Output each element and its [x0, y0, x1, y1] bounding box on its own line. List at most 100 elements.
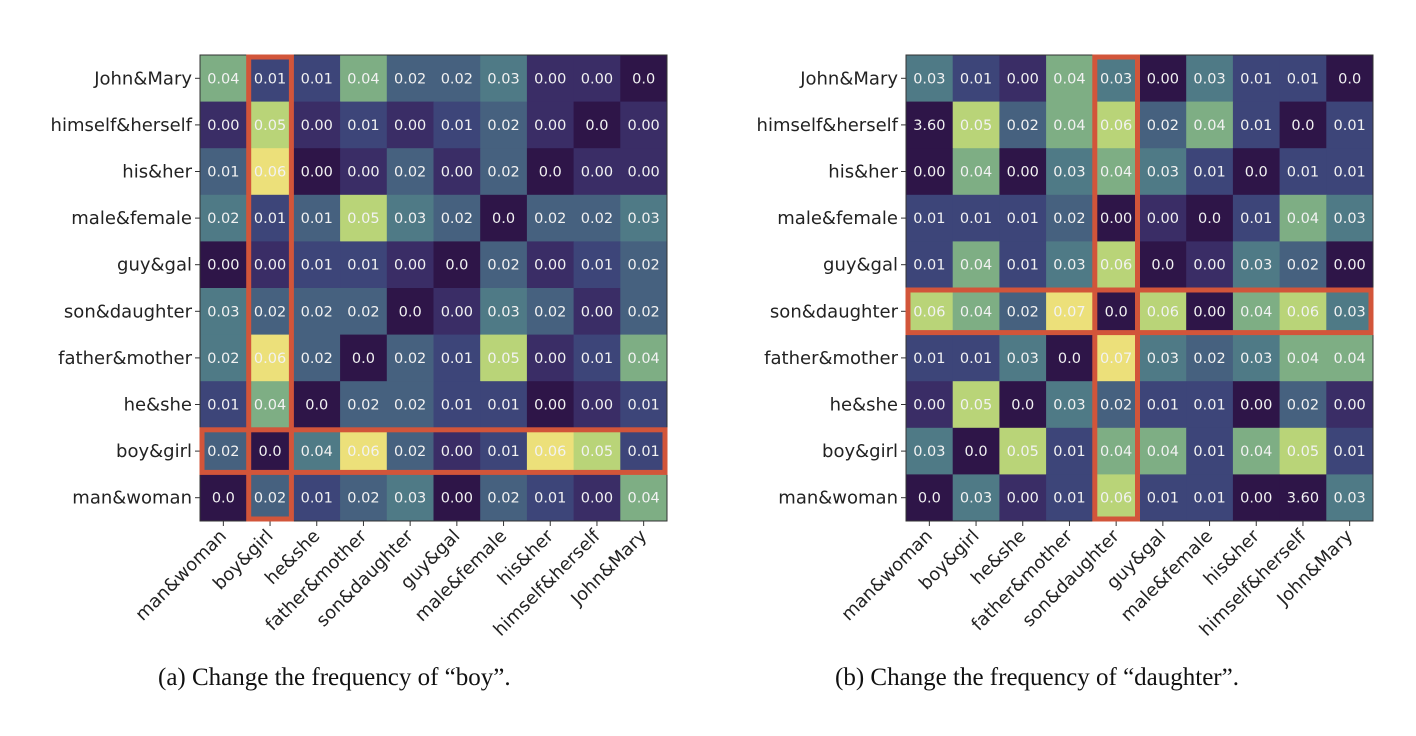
- y-tick-label: himself&herself: [51, 115, 193, 136]
- cell-value-label: 0.05: [1007, 444, 1039, 460]
- heatmap-cell: [386, 241, 434, 289]
- cell-value-label: 0.0: [212, 491, 235, 507]
- heatmap-cell: [620, 288, 668, 336]
- heatmap-cell: [1279, 101, 1327, 149]
- cell-value-label: 0.02: [487, 118, 519, 134]
- cell-value-label: 0.04: [960, 258, 992, 274]
- cell-value-label: 0.03: [960, 491, 992, 507]
- heatmap-cell: [480, 55, 528, 103]
- cell-value-label: 0.01: [1007, 211, 1039, 227]
- cell-value-label: 0.04: [1100, 165, 1132, 181]
- heatmap-cell: [1139, 288, 1187, 336]
- heatmap-cell: [1326, 474, 1374, 522]
- cell-value-label: 0.0: [632, 71, 655, 87]
- cell-value-label: 0.01: [913, 258, 945, 274]
- heatmap-cell: [526, 55, 575, 103]
- heatmap-cell: [999, 381, 1047, 429]
- heatmap-cell: [1326, 55, 1374, 103]
- y-tick-label: father&mother: [764, 348, 898, 369]
- heatmap-cell: [200, 334, 248, 382]
- cell-value-label: 0.01: [1240, 71, 1272, 87]
- cell-value-label: 0.04: [347, 71, 379, 87]
- cell-value-label: 0.00: [581, 71, 613, 87]
- heatmap-cell: [952, 427, 1000, 475]
- cell-value-label: 0.02: [534, 304, 566, 320]
- cell-value-label: 0.02: [487, 491, 519, 507]
- heatmap-cell: [480, 474, 528, 522]
- cell-value-label: 0.01: [1193, 398, 1225, 414]
- cell-value-label: 0.0: [918, 491, 941, 507]
- heatmap-cell: [526, 101, 575, 149]
- heatmap-cell: [1279, 241, 1327, 289]
- cell-value-label: 0.01: [487, 444, 519, 460]
- cell-value-label: 0.00: [441, 491, 473, 507]
- cell-value-label: 0.0: [399, 304, 422, 320]
- cell-value-label: 0.00: [1240, 491, 1272, 507]
- heatmap-cell: [433, 194, 481, 242]
- cell-value-label: 0.00: [1193, 258, 1225, 274]
- cell-value-label: 0.00: [581, 398, 613, 414]
- cell-value-label: 0.04: [1100, 444, 1132, 460]
- cell-value-label: 0.06: [1100, 491, 1132, 507]
- heatmap-cell: [906, 381, 954, 429]
- heatmap-cell: [1139, 474, 1187, 522]
- cell-value-label: 0.02: [628, 258, 660, 274]
- heatmap-cell: [906, 55, 954, 103]
- heatmap-cell: [200, 194, 248, 242]
- heatmap-cell: [526, 427, 575, 475]
- heatmap-cell: [1232, 194, 1281, 242]
- heatmap-cell: [573, 474, 621, 522]
- heatmap-cell: [340, 334, 388, 382]
- cell-value-label: 0.01: [1053, 491, 1085, 507]
- heatmap-cell: [906, 148, 954, 196]
- heatmap-cell: [433, 241, 481, 289]
- heatmap-cell: [1326, 427, 1374, 475]
- cell-value-label: 0.02: [487, 165, 519, 181]
- cell-value-label: 0.05: [581, 444, 613, 460]
- heatmap-cell: [480, 334, 528, 382]
- heatmap-cell: [246, 427, 294, 475]
- heatmap-cell: [1046, 288, 1094, 336]
- heatmap-cell: [1232, 148, 1281, 196]
- cell-value-label: 0.03: [487, 71, 519, 87]
- heatmap-cell: [1046, 194, 1094, 242]
- heatmap-cell: [1139, 194, 1187, 242]
- cell-value-label: 0.02: [1100, 398, 1132, 414]
- cell-value-label: 0.04: [960, 304, 992, 320]
- heatmap-cell: [433, 381, 481, 429]
- cell-value-label: 0.03: [394, 491, 426, 507]
- cell-value-label: 0.00: [347, 165, 379, 181]
- cell-value-label: 0.06: [1147, 304, 1179, 320]
- cell-value-label: 0.01: [441, 118, 473, 134]
- heatmap-cell: [1092, 474, 1140, 522]
- heatmap-cell: [1139, 241, 1187, 289]
- cell-value-label: 0.01: [254, 211, 286, 227]
- cell-value-label: 0.02: [207, 211, 239, 227]
- cell-value-label: 0.06: [1100, 118, 1132, 134]
- heatmap-cell: [573, 381, 621, 429]
- heatmap-cell: [246, 55, 294, 103]
- y-tick-label: son&daughter: [770, 301, 899, 322]
- cell-value-label: 0.06: [913, 304, 945, 320]
- heatmap-cell: [620, 241, 668, 289]
- y-tick-label: male&female: [71, 208, 192, 229]
- heatmap-cell: [340, 55, 388, 103]
- heatmap-cell: [1279, 381, 1327, 429]
- cell-value-label: 0.07: [1100, 351, 1132, 367]
- heatmap-cell: [293, 55, 341, 103]
- heatmap-cell: [200, 241, 248, 289]
- y-tick-label: father&mother: [58, 348, 192, 369]
- y-tick-label: his&her: [122, 162, 192, 183]
- cell-value-label: 0.02: [441, 71, 473, 87]
- cell-value-label: 0.01: [960, 211, 992, 227]
- cell-value-label: 0.0: [1338, 71, 1361, 87]
- y-tick-label: son&daughter: [64, 301, 193, 322]
- heatmap-cell: [1186, 194, 1234, 242]
- heatmap-cell: [999, 474, 1047, 522]
- heatmap-cell: [999, 148, 1047, 196]
- heatmap-cell: [526, 194, 575, 242]
- heatmap-cell: [340, 427, 388, 475]
- cell-value-label: 0.02: [207, 351, 239, 367]
- cell-value-label: 0.02: [1053, 211, 1085, 227]
- y-tick-label: boy&girl: [822, 441, 898, 462]
